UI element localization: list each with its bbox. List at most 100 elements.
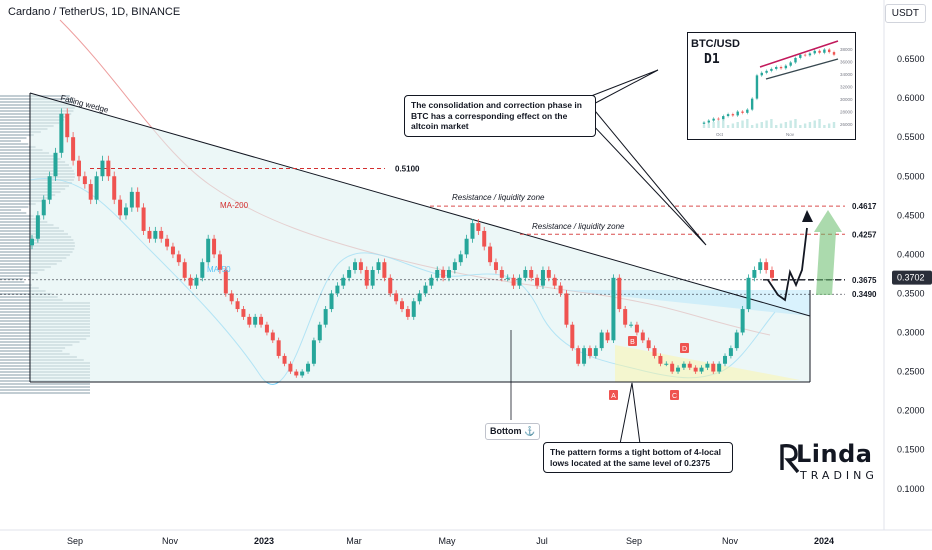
- candle-body: [617, 277, 622, 310]
- candle-body: [499, 270, 504, 278]
- resistance-upper-label: Resistance / liquidity zone: [452, 193, 545, 202]
- btc-inset-volume: [712, 122, 715, 128]
- candle-body: [746, 277, 751, 310]
- candle-body: [153, 230, 158, 239]
- time-axis[interactable]: Sep Nov 2023 Mar May Jul Sep Nov 2024: [67, 536, 834, 546]
- wedge-upper-line: [29, 92, 811, 317]
- volume-profile-bar: [0, 284, 32, 286]
- candle-body: [558, 285, 563, 294]
- btc-inset-volume: [746, 119, 749, 128]
- candle-body: [306, 363, 311, 372]
- btc-inset-volume: [726, 125, 730, 128]
- candle-body: [311, 340, 316, 364]
- volume-profile-bar: [0, 383, 90, 385]
- btc-inset-volume: [789, 120, 792, 128]
- candle-body: [364, 270, 369, 286]
- btc-inset-y-tick: 36000: [840, 60, 853, 65]
- btc-inset-candle: [770, 68, 773, 71]
- candle-body: [446, 270, 451, 278]
- candle-body: [159, 230, 164, 239]
- btc-inset-candle: [775, 66, 778, 69]
- btc-inset-volume: [794, 119, 797, 128]
- candle-body: [382, 262, 387, 278]
- btc-inset-candle: [731, 114, 735, 116]
- btc-inset-candle: [736, 111, 739, 116]
- btc-inset-x-tick: Oct: [716, 132, 724, 137]
- candle-body: [599, 332, 604, 349]
- volume-profile-bar: [0, 224, 54, 226]
- btc-inset: BTC/USD D1 38000 36000 34000 32000 30000 2800…: [687, 32, 856, 140]
- btc-inset-candle: [813, 50, 816, 54]
- candle-body: [82, 176, 87, 185]
- candle-body: [217, 254, 222, 270]
- candle-body: [535, 277, 540, 286]
- volume-profile-bar: [0, 296, 58, 298]
- volume-profile-bar: [0, 287, 39, 289]
- candle-body: [623, 309, 628, 325]
- candle-body: [470, 223, 475, 239]
- candle-body: [646, 340, 651, 349]
- candle-body: [582, 348, 587, 364]
- btc-inset-candle: [789, 62, 792, 66]
- candle-body: [634, 324, 639, 333]
- btc-inset-candles: [702, 48, 836, 128]
- levels-group: 0.4617 0.4257 0.3675 0.3490 0.3702: [0, 202, 932, 299]
- candle-body: [564, 293, 569, 325]
- y-tick-label: 0.6500: [897, 54, 925, 64]
- candle-body: [752, 270, 757, 278]
- candle-body: [288, 363, 293, 372]
- candle-body: [264, 324, 269, 333]
- candle-body: [464, 238, 469, 255]
- y-tick-label: 0.4500: [897, 210, 925, 220]
- candle-body: [482, 230, 487, 247]
- volume-profile-bar: [0, 125, 54, 127]
- volume-profile-bar: [0, 200, 43, 202]
- candle-body: [341, 277, 346, 286]
- btc-inset-volume: [818, 119, 821, 128]
- candle-body: [129, 191, 134, 208]
- candle-body: [658, 355, 663, 364]
- candle-body: [493, 262, 498, 270]
- candle-body: [523, 270, 528, 278]
- candle-body: [76, 160, 81, 177]
- volume-profile-bar: [0, 128, 48, 130]
- candle-body: [664, 363, 669, 365]
- level-label: 0.4257: [852, 230, 877, 239]
- candle-body: [100, 160, 105, 177]
- candle-body: [358, 262, 363, 270]
- btc-inset-x-tick: Nov: [786, 132, 795, 137]
- btc-inset-candle: [722, 116, 725, 120]
- currency-button[interactable]: USDT: [884, 4, 926, 23]
- candle-body: [405, 309, 410, 317]
- pattern-callout-pointer: [619, 382, 641, 445]
- candle-body: [123, 207, 128, 216]
- candle-body: [188, 277, 193, 286]
- btc-inset-volume: [731, 123, 735, 128]
- candle-body: [764, 262, 769, 270]
- btc-inset-candle: [784, 65, 788, 69]
- btc-inset-volume: [823, 125, 826, 128]
- x-tick-label: Nov: [162, 536, 179, 546]
- y-tick-label: 0.1000: [897, 484, 925, 494]
- candle-body: [176, 254, 181, 263]
- candle-body: [552, 277, 557, 286]
- candle-body: [740, 309, 745, 333]
- btc-inset-volume: [736, 122, 739, 128]
- candle-body: [587, 348, 592, 356]
- btc-inset-y-tick: 34000: [840, 72, 853, 77]
- level-label: 0.4617: [852, 202, 877, 211]
- candle-body: [94, 176, 99, 200]
- btc-inset-volume: [827, 123, 831, 128]
- candle-body: [629, 324, 634, 326]
- candle-body: [106, 160, 111, 177]
- bottom-tag: Bottom ⚓: [485, 423, 541, 440]
- candle-body: [435, 270, 440, 278]
- btc-inset-candle: [827, 49, 831, 53]
- y-tick-label: 0.5000: [897, 171, 925, 181]
- volume-profile-bar: [0, 149, 43, 151]
- x-tick-label: Sep: [67, 536, 83, 546]
- btc-inset-candle: [746, 109, 749, 113]
- price-axis[interactable]: 0.6500 0.6000 0.5500 0.5000 0.4500 0.4000 0.35…: [897, 54, 925, 494]
- btc-inset-axis: 38000 36000 34000 32000 30000 28000 26000 Oct No…: [716, 47, 853, 137]
- candle-body: [323, 309, 328, 325]
